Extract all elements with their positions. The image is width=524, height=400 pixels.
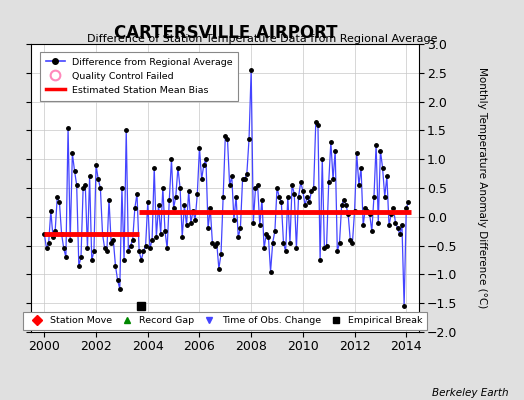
Legend: Station Move, Record Gap, Time of Obs. Change, Empirical Break: Station Move, Record Gap, Time of Obs. C…	[23, 312, 428, 330]
Text: Berkeley Earth: Berkeley Earth	[432, 388, 508, 398]
Y-axis label: Monthly Temperature Anomaly Difference (°C): Monthly Temperature Anomaly Difference (…	[477, 67, 487, 309]
Title: CARTERSVILLE AIRPORT: CARTERSVILLE AIRPORT	[114, 24, 337, 42]
Text: Difference of Station Temperature Data from Regional Average: Difference of Station Temperature Data f…	[87, 34, 437, 44]
